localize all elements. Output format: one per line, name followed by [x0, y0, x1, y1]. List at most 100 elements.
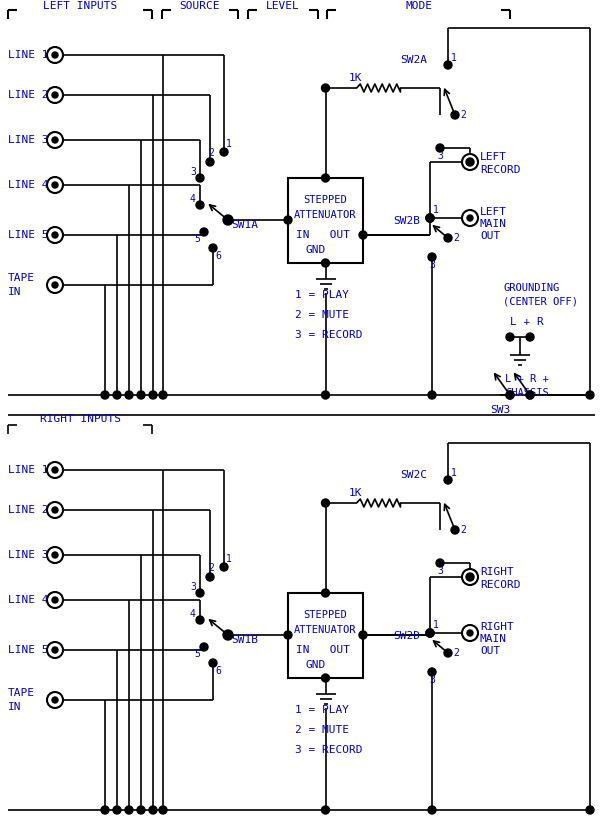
Circle shape	[209, 244, 217, 252]
Circle shape	[467, 215, 473, 221]
Text: MAIN: MAIN	[480, 219, 507, 229]
Text: 2: 2	[208, 563, 214, 573]
Circle shape	[322, 589, 329, 597]
Text: GND: GND	[306, 660, 326, 670]
Text: 1: 1	[451, 468, 457, 478]
Text: SW3: SW3	[490, 405, 510, 415]
Text: SW2B: SW2B	[393, 216, 420, 226]
Circle shape	[52, 52, 58, 58]
Circle shape	[47, 87, 63, 103]
Text: 2 = MUTE: 2 = MUTE	[295, 725, 349, 735]
Text: LEFT: LEFT	[480, 152, 507, 162]
Text: 2: 2	[460, 525, 466, 535]
Circle shape	[322, 391, 329, 399]
Text: 4: 4	[190, 194, 196, 204]
Circle shape	[451, 526, 459, 534]
Circle shape	[52, 697, 58, 703]
Circle shape	[125, 806, 133, 814]
Circle shape	[467, 159, 473, 165]
Text: MODE: MODE	[405, 1, 432, 11]
Text: L + R +: L + R +	[505, 374, 549, 384]
Circle shape	[47, 277, 63, 293]
Circle shape	[526, 391, 534, 399]
Text: LINE 1: LINE 1	[8, 465, 49, 475]
Text: SW2A: SW2A	[400, 55, 427, 65]
Text: TAPE: TAPE	[8, 273, 35, 283]
Circle shape	[47, 47, 63, 63]
Text: 1 = PLAY: 1 = PLAY	[295, 705, 349, 715]
Text: 3: 3	[190, 582, 196, 592]
Circle shape	[101, 391, 109, 399]
Text: 1: 1	[226, 554, 232, 564]
Text: SW1A: SW1A	[231, 220, 258, 230]
Text: STEPPED: STEPPED	[304, 195, 347, 205]
Circle shape	[137, 391, 145, 399]
Text: 1K: 1K	[348, 488, 362, 498]
Bar	[288, 178, 363, 263]
Circle shape	[47, 502, 63, 518]
Text: 2: 2	[453, 648, 459, 658]
Text: 6: 6	[215, 251, 221, 261]
Text: LEFT: LEFT	[480, 207, 507, 217]
Circle shape	[47, 177, 63, 193]
Text: LEVEL: LEVEL	[266, 1, 300, 11]
Text: RIGHT: RIGHT	[480, 567, 514, 577]
Text: 3: 3	[429, 675, 435, 685]
Text: 2 = MUTE: 2 = MUTE	[295, 310, 349, 320]
Bar	[288, 593, 363, 678]
Text: 1: 1	[451, 53, 457, 63]
Circle shape	[428, 806, 436, 814]
Text: LINE 5: LINE 5	[8, 645, 49, 655]
Circle shape	[426, 629, 434, 637]
Text: SW2C: SW2C	[400, 470, 427, 480]
Circle shape	[462, 154, 478, 170]
Circle shape	[462, 625, 478, 641]
Text: TAPE: TAPE	[8, 688, 35, 698]
Text: IN   OUT: IN OUT	[296, 645, 350, 655]
Circle shape	[125, 391, 133, 399]
Text: 1 = PLAY: 1 = PLAY	[295, 290, 349, 300]
Circle shape	[466, 158, 474, 166]
Circle shape	[52, 92, 58, 98]
Text: 3: 3	[437, 566, 443, 576]
Text: OUT: OUT	[480, 231, 500, 241]
Circle shape	[426, 214, 434, 222]
Circle shape	[526, 391, 534, 399]
Circle shape	[436, 559, 444, 567]
Text: IN   OUT: IN OUT	[296, 230, 350, 240]
Circle shape	[52, 507, 58, 513]
Circle shape	[426, 629, 434, 637]
Text: 1: 1	[433, 620, 439, 630]
Circle shape	[149, 806, 157, 814]
Text: STEPPED: STEPPED	[304, 610, 347, 620]
Text: ATTENUATOR: ATTENUATOR	[294, 625, 357, 635]
Circle shape	[322, 174, 329, 182]
Circle shape	[52, 232, 58, 238]
Circle shape	[462, 569, 478, 585]
Circle shape	[359, 631, 367, 639]
Circle shape	[586, 806, 594, 814]
Circle shape	[47, 227, 63, 243]
Circle shape	[52, 137, 58, 143]
Circle shape	[467, 630, 473, 636]
Text: RECORD: RECORD	[480, 165, 521, 175]
Circle shape	[428, 391, 436, 399]
Circle shape	[506, 391, 514, 399]
Circle shape	[428, 668, 436, 676]
Circle shape	[159, 391, 167, 399]
Circle shape	[426, 214, 434, 222]
Circle shape	[224, 216, 232, 224]
Circle shape	[200, 228, 208, 236]
Circle shape	[462, 210, 478, 226]
Text: LINE 1: LINE 1	[8, 50, 49, 60]
Circle shape	[220, 563, 228, 571]
Circle shape	[52, 467, 58, 473]
Circle shape	[428, 253, 436, 261]
Circle shape	[137, 806, 145, 814]
Text: LINE 5: LINE 5	[8, 230, 49, 240]
Circle shape	[451, 111, 459, 119]
Circle shape	[52, 552, 58, 558]
Circle shape	[322, 499, 329, 507]
Circle shape	[206, 573, 214, 581]
Circle shape	[159, 806, 167, 814]
